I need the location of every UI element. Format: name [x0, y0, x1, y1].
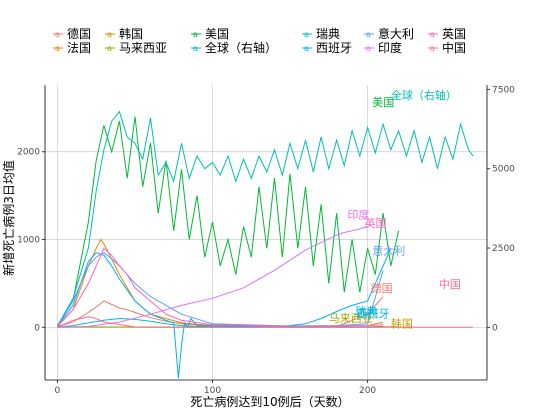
series-line	[56, 116, 400, 326]
series-line	[57, 316, 473, 328]
legend-label: 英国	[442, 27, 466, 41]
legend-key-glyph: a	[55, 30, 60, 39]
series-line	[56, 252, 384, 327]
x-tick-label: 100	[204, 386, 221, 396]
legend-key-glyph: a	[366, 30, 371, 39]
series-end-label: 德国	[371, 281, 393, 295]
y2-tick-label: 0	[492, 323, 498, 333]
legend-label: 美国	[205, 27, 229, 41]
legend-item: a 意大利	[364, 26, 414, 41]
series-end-label: 马来西亚	[329, 312, 373, 325]
x-tick-label: 200	[359, 386, 376, 396]
legend-label: 法国	[67, 41, 91, 55]
legend-label: 马来西亚	[119, 41, 167, 55]
y-axis-title: 新增死亡病例3日均值	[1, 160, 16, 276]
legend-item: a 美国	[191, 27, 229, 41]
legend-item: a 西班牙	[302, 41, 352, 55]
x-axis-title: 死亡病例达到10例后（天数）	[190, 394, 349, 409]
series-end-label: 中国	[439, 278, 461, 291]
legend-item: a 中国	[428, 40, 466, 55]
legend-label: 韩国	[119, 26, 143, 41]
y-tick-label: 0	[34, 323, 40, 333]
legend-label: 瑞典	[316, 27, 340, 41]
legend-item: a 瑞典	[302, 27, 340, 41]
legend-key-glyph: a	[304, 30, 309, 39]
series-end-label: 美国	[372, 96, 394, 109]
series-line	[57, 225, 368, 328]
series-line	[57, 247, 384, 328]
legend-label: 德国	[67, 26, 91, 41]
legend-key-glyph: a	[430, 44, 435, 53]
series-end-label: 意大利	[372, 243, 405, 257]
series-end-label: 全球（右轴）	[391, 88, 457, 102]
y2-tick-label: 2500	[492, 244, 515, 254]
legend-key-glyph: a	[193, 30, 198, 39]
x-tick-label: 0	[55, 386, 61, 396]
legend-key-glyph: a	[366, 44, 371, 53]
legend-label: 全球（右轴）	[205, 40, 277, 55]
y2-tick-label: 7500	[492, 85, 515, 95]
legend-key-glyph: a	[430, 30, 435, 39]
y-tick-label: 1000	[17, 236, 40, 246]
legend-item: a 韩国	[105, 26, 143, 41]
legend-key-glyph: a	[107, 30, 112, 39]
legend-label: 印度	[378, 40, 402, 55]
series-end-label: 瑞典	[355, 304, 377, 318]
legend-item: a 马来西亚	[105, 41, 167, 55]
legend-item: a 印度	[364, 40, 402, 55]
legend-label: 西班牙	[316, 41, 352, 55]
series-end-label: 英国	[364, 216, 386, 230]
legend-item: a 全球（右轴）	[191, 40, 277, 55]
legend-label: 中国	[442, 40, 466, 55]
series-end-label: 韩国	[391, 316, 413, 330]
legend-key-glyph: a	[193, 44, 198, 53]
series-end-label: 西班牙	[357, 308, 390, 321]
y2-tick-label: 5000	[492, 165, 515, 175]
legend-item: a 法国	[53, 41, 91, 55]
legend-key-glyph: a	[304, 44, 309, 53]
y-tick-label: 2000	[17, 148, 40, 158]
series-line	[56, 110, 474, 327]
legend-item: a 德国	[53, 26, 91, 41]
series-end-label: 印度	[347, 207, 369, 221]
legend-key-glyph: a	[107, 44, 112, 53]
legend-label: 意大利	[378, 26, 414, 41]
legend-item: a 英国	[428, 27, 466, 41]
legend-key-glyph: a	[55, 44, 60, 53]
